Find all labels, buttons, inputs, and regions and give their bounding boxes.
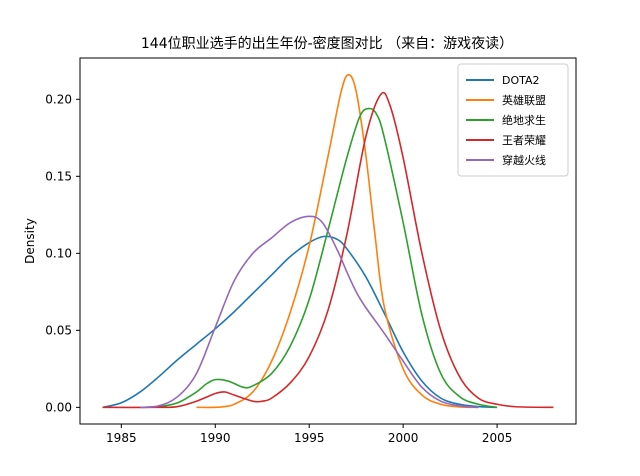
legend-label: 王者荣耀 xyxy=(502,134,546,147)
legend-label: 绝地求生 xyxy=(502,113,546,127)
series-line-5 xyxy=(140,215,479,409)
plot-frame xyxy=(79,57,577,425)
y-tick-label: 0.10 xyxy=(45,246,72,260)
y-axis: 0.00 0.05 0.10 0.15 0.20 xyxy=(45,92,80,414)
y-axis-label: Density xyxy=(23,218,37,264)
legend-label: DOTA2 xyxy=(502,74,540,87)
x-tick-label: 1995 xyxy=(294,431,325,445)
y-tick-label: 0.20 xyxy=(45,92,72,106)
chart-title: 144位职业选手的出生年份-密度图对比 （来自：游戏夜读） xyxy=(141,35,513,52)
legend-box xyxy=(457,63,569,177)
series-lines xyxy=(102,73,554,409)
legend-label: 英雄联盟 xyxy=(502,93,546,107)
y-tick-label: 0.00 xyxy=(45,400,72,414)
series-line-2 xyxy=(196,73,479,409)
series-line-4 xyxy=(102,91,554,409)
x-tick-label: 1990 xyxy=(200,431,231,445)
y-tick-label: 0.05 xyxy=(45,323,72,337)
series-line-3 xyxy=(140,107,498,409)
y-tick-label: 0.15 xyxy=(45,169,72,183)
legend-label: 穿越火线 xyxy=(502,153,546,167)
x-tick-label: 1985 xyxy=(106,431,137,445)
x-tick-label: 2005 xyxy=(482,431,513,445)
x-tick-label: 2000 xyxy=(388,431,419,445)
x-axis: 1985 1990 1995 2000 2005 xyxy=(106,424,512,445)
